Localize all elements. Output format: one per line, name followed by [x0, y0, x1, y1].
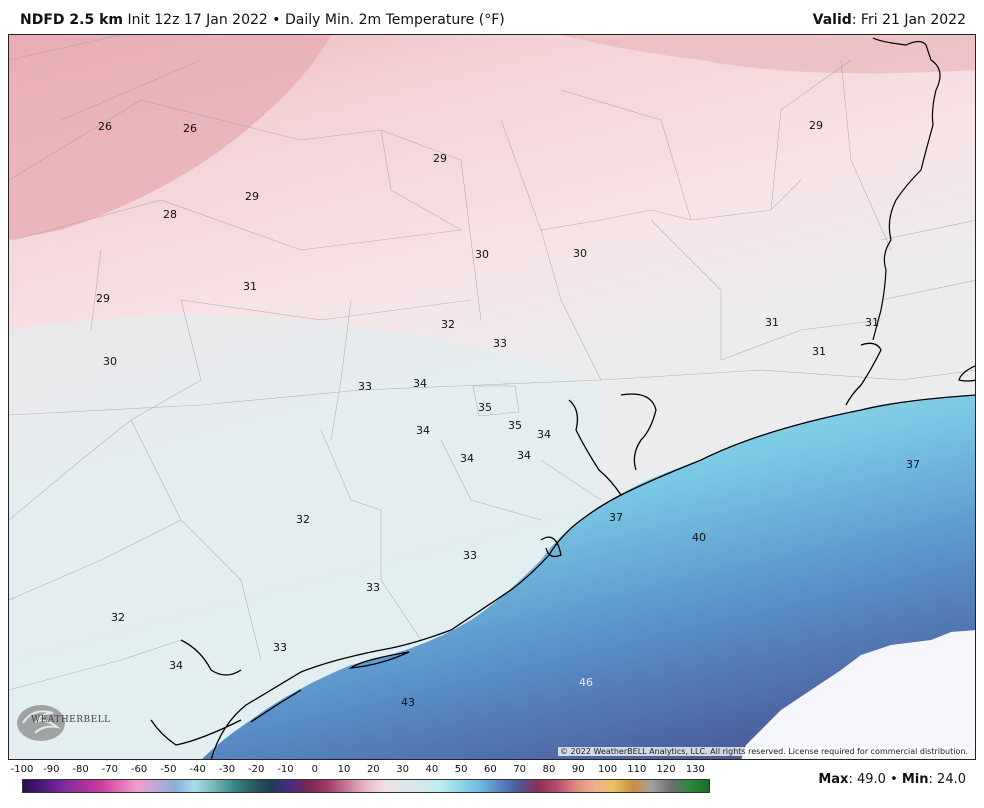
color-scale-tick: 70	[513, 764, 527, 775]
max-value: : 49.0	[848, 772, 886, 787]
color-scale-tick: 110	[627, 764, 647, 775]
coastline	[150, 342, 975, 759]
temperature-label: 37	[609, 511, 623, 524]
init-time: Init 12z 17 Jan 2022	[127, 12, 268, 28]
temperature-label: 35	[478, 401, 492, 414]
color-scale-tick: -100	[10, 764, 34, 775]
temperature-map: 26 26 29 29 29 28 30 30 31 29 32 31 31 33 31 30 33 34 35 35…	[8, 34, 976, 760]
valid-label: Valid	[812, 12, 852, 28]
temperature-label: 33	[358, 380, 372, 393]
model-name: NDFD 2.5 km	[20, 12, 123, 28]
temperature-label: 31	[812, 345, 826, 358]
title-separator: •	[272, 12, 281, 28]
temperature-label: 31	[765, 316, 779, 329]
color-scale-tick: 0	[311, 764, 318, 775]
temperature-label: 30	[103, 355, 117, 368]
color-scale-tick: 80	[542, 764, 556, 775]
color-scale-tick: -20	[248, 764, 265, 775]
valid-value: : Fri 21 Jan 2022	[851, 12, 966, 28]
color-scale-tick: -60	[130, 764, 148, 775]
temperature-label: 35	[508, 419, 522, 432]
weatherbell-logo: WEATHERBELL	[13, 699, 110, 745]
temperature-label: 34	[416, 424, 430, 437]
temperature-label: 33	[463, 549, 477, 562]
color-scale-tick: -40	[189, 764, 206, 775]
color-scale-tick: 120	[656, 764, 676, 775]
product-name: Daily Min. 2m Temperature (°F)	[284, 12, 505, 28]
color-scale-tick: -80	[72, 764, 89, 775]
gulf-water	[202, 395, 975, 759]
temperature-label: 34	[413, 377, 427, 390]
temperature-label: 30	[475, 248, 489, 261]
color-scale-tick: 90	[571, 764, 585, 775]
weatherbell-swirl-logo-icon	[17, 705, 65, 741]
color-scale-tick: 40	[425, 764, 439, 775]
map-canvas: 26 26 29 29 29 28 30 30 31 29 32 31 31 33 31 30 33 34 35 35…	[9, 35, 975, 759]
color-scale-tick: 100	[597, 764, 618, 775]
color-scale-tick: -10	[277, 764, 294, 775]
color-scale-tick: 20	[366, 764, 380, 775]
temperature-label: 29	[96, 292, 110, 305]
temperature-label: 26	[183, 122, 197, 135]
no-data-area	[741, 630, 975, 759]
temperature-label: 34	[537, 428, 551, 441]
cold-region	[9, 35, 331, 240]
header: NDFD 2.5 km Init 12z 17 Jan 2022 • Daily…	[0, 0, 984, 34]
copyright-notice: © 2022 WeatherBELL Analytics, LLC. All r…	[558, 747, 970, 756]
logo-text: WEATHERBELL	[31, 715, 111, 725]
color-scale-tick: 60	[484, 764, 497, 775]
color-scale-bar	[22, 779, 710, 793]
max-label: Max	[818, 772, 849, 787]
temperature-label: 28	[163, 208, 177, 221]
temperature-labels: 26 26 29 29 29 28 30 30 31 29 32 31 31 33 31 30 33 34 35 35…	[96, 119, 920, 709]
temperature-label: 32	[111, 611, 125, 624]
min-label: Min	[901, 772, 929, 787]
temperature-label: 34	[460, 452, 474, 465]
temperature-label: 40	[692, 531, 706, 544]
color-scale-tick: -90	[43, 764, 60, 775]
temperature-label: 34	[517, 449, 531, 462]
max-min-summary: Max: 49.0 • Min: 24.0	[818, 772, 966, 787]
maxmin-separator: •	[890, 772, 898, 787]
temperature-label: 43	[401, 696, 415, 709]
color-scale-tick: -30	[218, 764, 236, 775]
state-border	[872, 37, 941, 341]
temperature-label: 37	[906, 458, 920, 471]
valid-time: Valid: Fri 21 Jan 2022	[813, 12, 966, 28]
temperature-label: 32	[441, 318, 455, 331]
temperature-label: 34	[169, 659, 183, 672]
temperature-label: 29	[245, 190, 259, 203]
map-title: NDFD 2.5 km Init 12z 17 Jan 2022 • Daily…	[20, 12, 505, 28]
temperature-label: 46	[579, 676, 593, 689]
min-value: : 24.0	[928, 772, 966, 787]
color-scale-tick: 50	[454, 764, 468, 775]
temperature-label: 31	[865, 316, 879, 329]
temperature-label: 33	[273, 641, 287, 654]
color-scale-tick: -70	[101, 764, 118, 775]
temperature-label: 30	[573, 247, 587, 260]
color-scale-tick: 130	[685, 764, 705, 775]
temperature-label: 33	[366, 581, 380, 594]
color-scale-tick: 10	[337, 764, 351, 775]
cold-region-ne	[561, 35, 975, 74]
temperature-label: 29	[433, 152, 447, 165]
temperature-label: 29	[809, 119, 823, 132]
temperature-label: 26	[98, 120, 112, 133]
color-scale-tick: -50	[160, 764, 177, 775]
temperature-label: 32	[296, 513, 310, 526]
temperature-label: 31	[243, 280, 257, 293]
color-scale: -100 -90 -80 -70 -60 -50 -40 -30 -20 -10 0 10 20 30 40…	[10, 764, 710, 804]
temperature-label: 33	[493, 337, 507, 350]
color-scale-tick: 30	[396, 764, 409, 775]
county-boundaries	[9, 35, 975, 691]
